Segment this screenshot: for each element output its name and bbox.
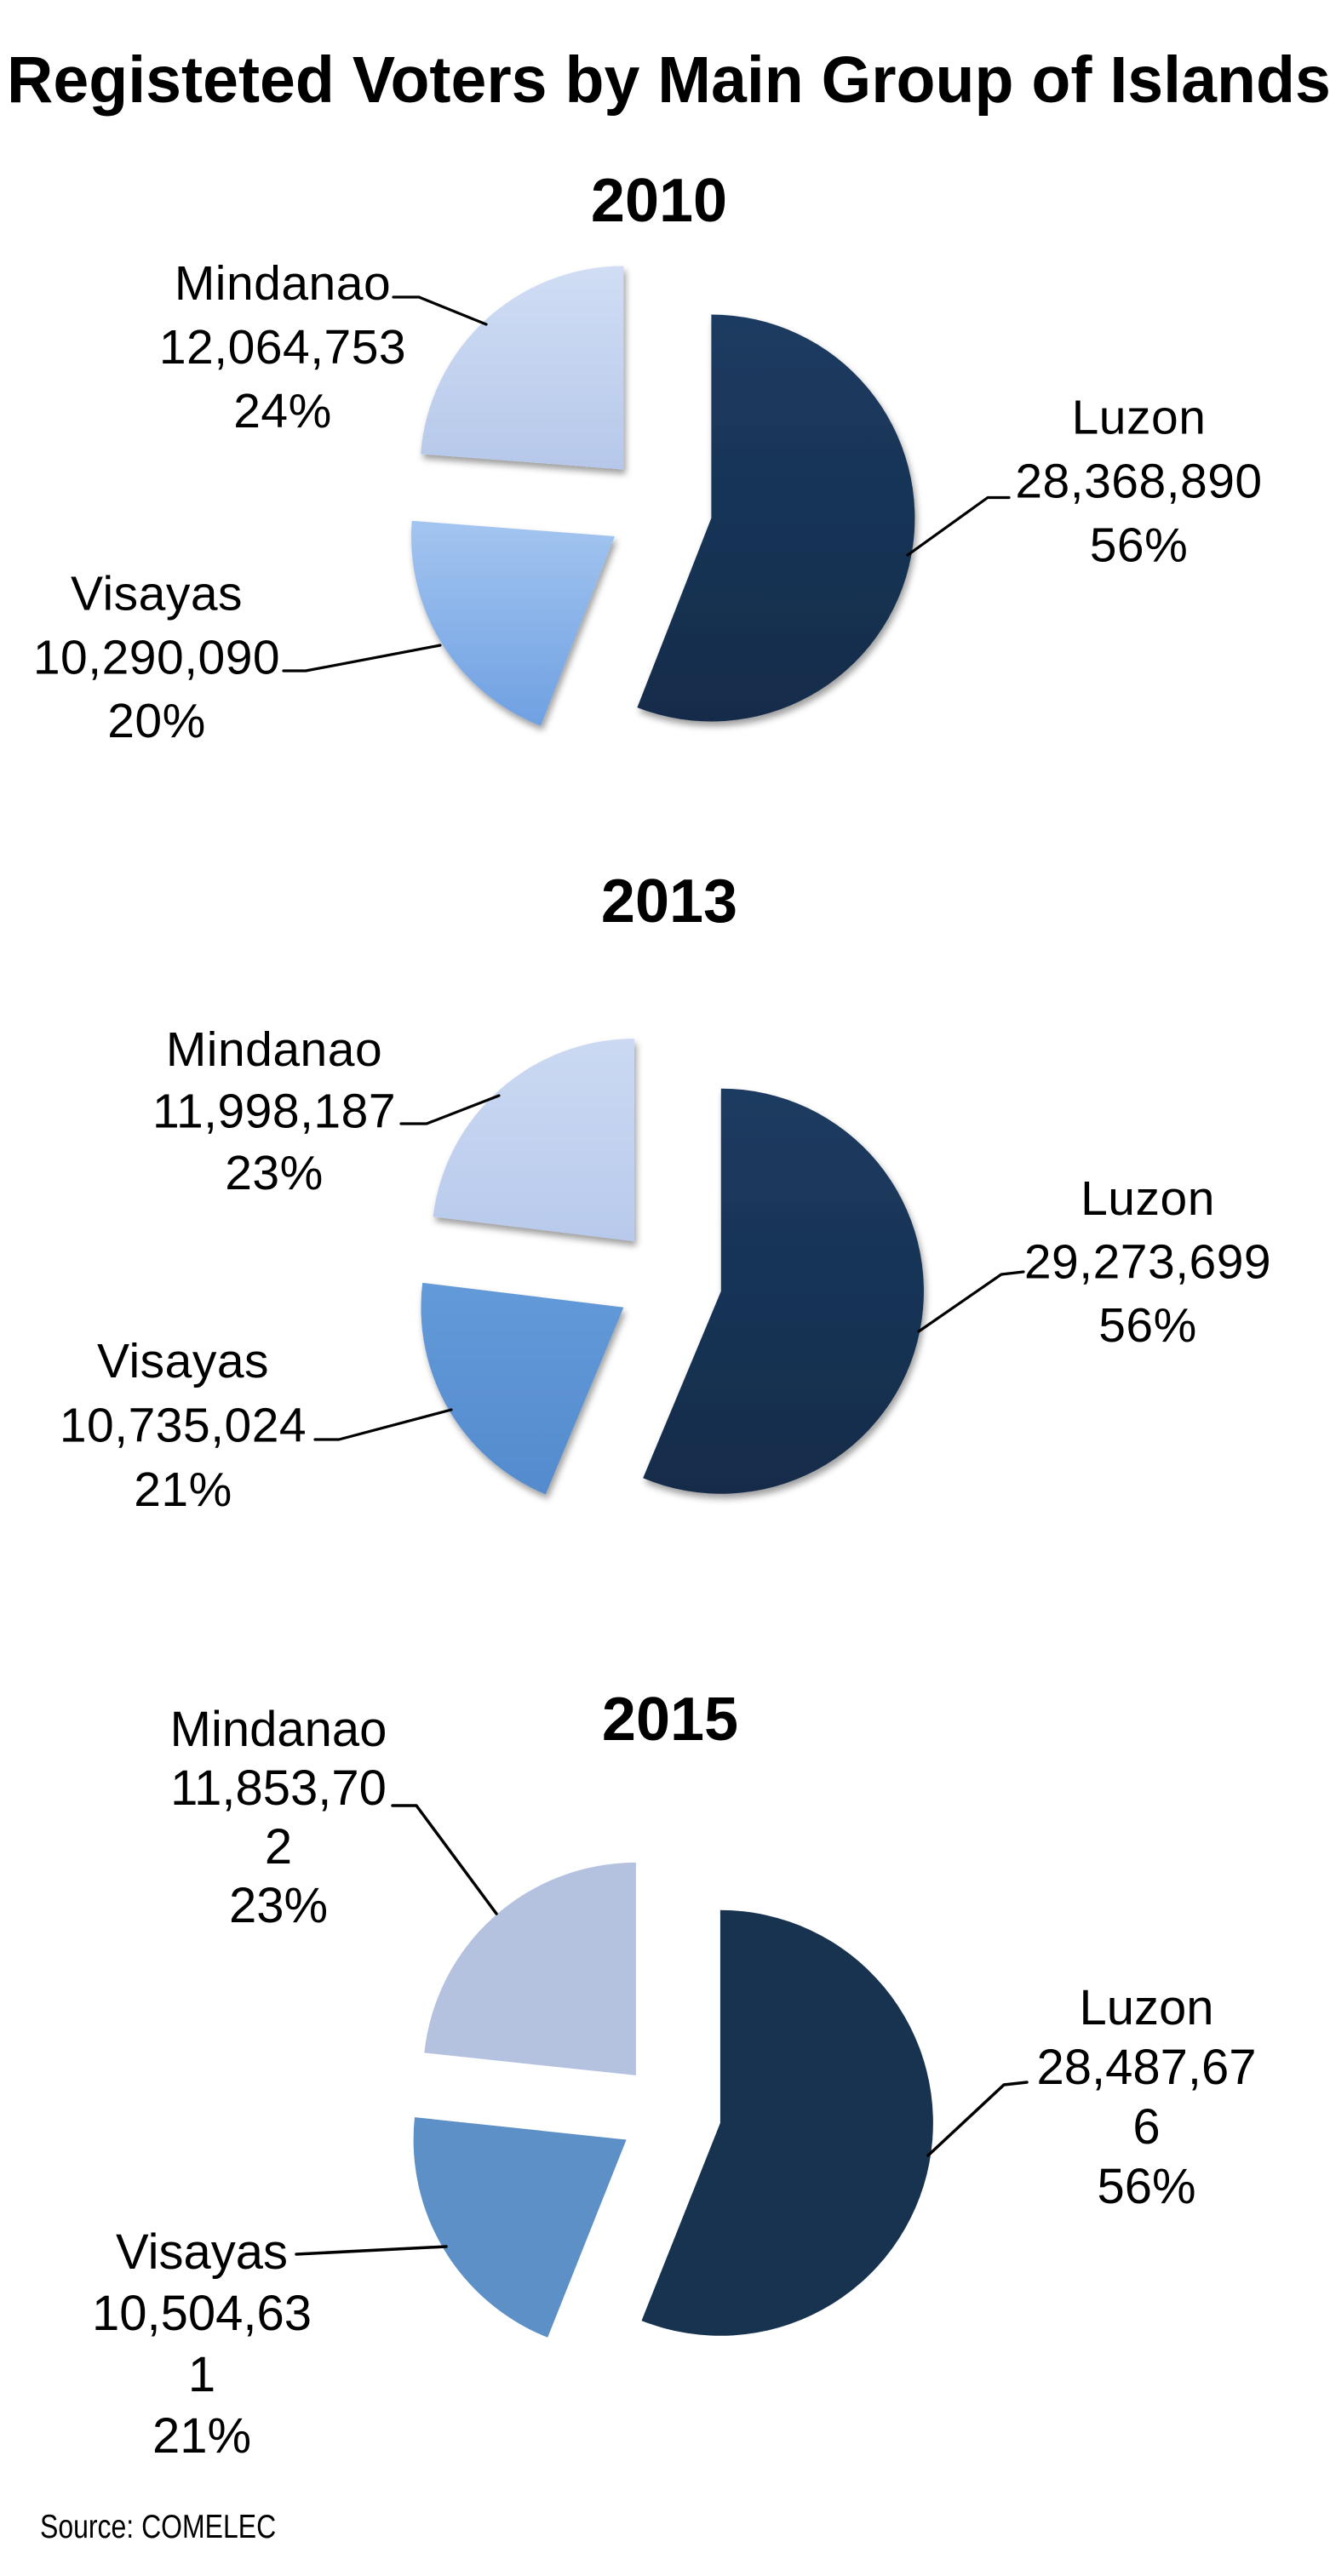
svg-text:Luzon: Luzon — [1079, 1980, 1213, 2035]
svg-text:21%: 21% — [152, 2408, 251, 2464]
svg-text:2015: 2015 — [602, 1686, 738, 1754]
svg-text:2: 2 — [265, 1819, 292, 1875]
svg-text:Luzon: Luzon — [1081, 1171, 1215, 1226]
svg-text:Visayas: Visayas — [116, 2224, 288, 2280]
svg-text:28,368,890: 28,368,890 — [1015, 455, 1262, 509]
svg-text:10,504,63: 10,504,63 — [92, 2286, 312, 2341]
svg-text:Mindanao: Mindanao — [166, 1022, 382, 1077]
svg-text:Visayas: Visayas — [97, 1334, 269, 1388]
svg-text:24%: 24% — [233, 384, 332, 438]
svg-text:Luzon: Luzon — [1072, 391, 1207, 445]
svg-text:28,487,67: 28,487,67 — [1036, 2040, 1256, 2095]
svg-text:2010: 2010 — [591, 167, 727, 235]
svg-text:21%: 21% — [134, 1463, 232, 1517]
svg-text:10,290,090: 10,290,090 — [33, 631, 280, 685]
svg-text:Visayas: Visayas — [71, 567, 243, 621]
svg-text:Mindanao: Mindanao — [170, 1702, 387, 1757]
svg-text:Mindanao: Mindanao — [175, 256, 391, 311]
svg-text:56%: 56% — [1090, 518, 1189, 573]
svg-text:29,273,699: 29,273,699 — [1024, 1235, 1271, 1290]
svg-text:Source: COMELEC: Source: COMELEC — [40, 2508, 276, 2545]
svg-text:23%: 23% — [229, 1878, 328, 1933]
svg-text:Registeted Voters by Main Grou: Registeted Voters by Main Group of Islan… — [7, 43, 1330, 117]
svg-text:23%: 23% — [225, 1146, 324, 1200]
svg-text:11,853,70: 11,853,70 — [170, 1760, 387, 1816]
svg-text:56%: 56% — [1098, 1298, 1197, 1353]
svg-text:6: 6 — [1132, 2099, 1160, 2155]
svg-text:11,998,187: 11,998,187 — [152, 1085, 396, 1139]
svg-text:56%: 56% — [1097, 2159, 1195, 2214]
svg-text:20%: 20% — [107, 694, 206, 748]
svg-text:12,064,753: 12,064,753 — [159, 320, 406, 375]
svg-text:2013: 2013 — [601, 867, 737, 936]
svg-text:10,735,024: 10,735,024 — [60, 1399, 307, 1453]
svg-text:1: 1 — [188, 2347, 215, 2402]
